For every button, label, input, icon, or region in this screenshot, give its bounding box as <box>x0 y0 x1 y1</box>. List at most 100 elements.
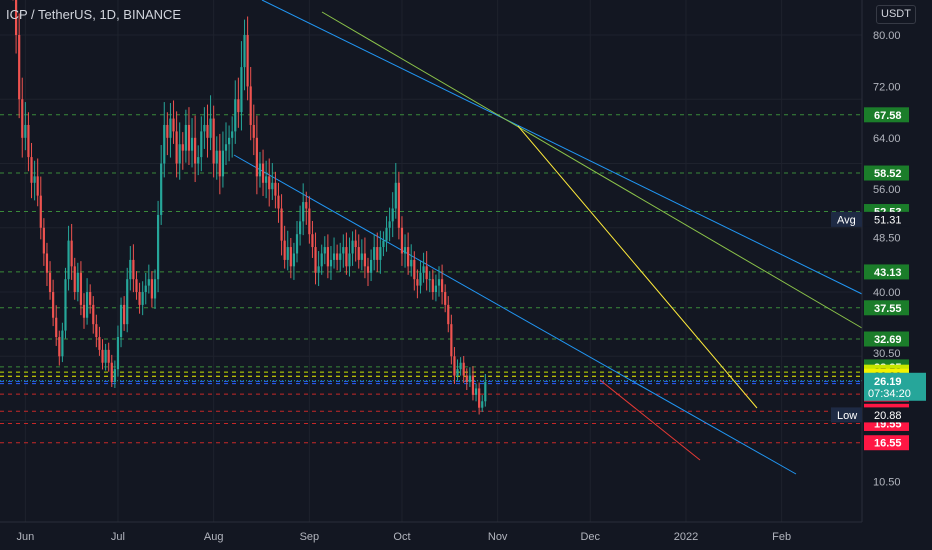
stat-badge <box>864 211 909 227</box>
candle-body <box>326 247 329 267</box>
candle-body <box>391 208 394 222</box>
candle-body <box>348 253 351 267</box>
currency-button[interactable]: USDT <box>876 5 916 24</box>
countdown-label: 07:34:20 <box>868 388 911 400</box>
candle-body <box>144 285 147 293</box>
candle-body <box>163 124 166 164</box>
candle-body <box>403 247 407 254</box>
candle-body <box>187 124 191 151</box>
candle-body <box>283 240 286 260</box>
candle-body <box>156 214 160 280</box>
y-tick-label: 72.00 <box>873 81 901 93</box>
candle-body <box>147 279 150 286</box>
candle-body <box>141 292 144 305</box>
candle-body <box>138 292 141 305</box>
chart-title: ICP / TetherUS, 1D, BINANCE <box>6 7 182 22</box>
candle-body <box>373 247 376 260</box>
level-badge <box>864 331 909 347</box>
candle-body <box>48 272 52 293</box>
candle-body <box>298 221 302 235</box>
candle-body <box>292 253 296 267</box>
y-tick-label: 30.50 <box>873 348 901 360</box>
time-axis-bg <box>0 522 932 550</box>
candle-body <box>323 247 326 254</box>
x-tick-label: Aug <box>204 531 224 543</box>
candle-body <box>243 35 246 68</box>
candle-body <box>478 388 481 408</box>
candle-body <box>329 259 333 267</box>
level-badge-label: 32.69 <box>874 334 902 346</box>
candle-body <box>194 137 197 164</box>
candle-body <box>351 240 354 254</box>
candle-body <box>286 247 289 260</box>
candle-body <box>104 349 107 363</box>
candle-body <box>271 182 274 190</box>
candle-body <box>116 337 120 370</box>
candle-body <box>450 324 453 357</box>
candle-body <box>153 279 157 299</box>
trendline-upper-blue <box>261 0 863 295</box>
candle-body <box>434 285 438 293</box>
candle-body <box>160 163 163 215</box>
stat-tag <box>831 407 862 423</box>
candle-body <box>428 279 431 281</box>
candle-body <box>332 253 336 260</box>
candle-body <box>178 144 181 164</box>
candle-body <box>126 279 129 325</box>
candle-body <box>376 247 379 260</box>
current-price-label: 26.19 <box>874 376 902 388</box>
candle-body <box>215 150 218 164</box>
candle-body <box>474 388 478 395</box>
candle-body <box>55 317 58 338</box>
candle-body <box>150 279 154 299</box>
candle-body <box>101 349 104 363</box>
candle-body <box>61 330 64 357</box>
current-price-badge <box>864 372 926 401</box>
y-tick-label: 48.50 <box>873 232 901 244</box>
candle-body <box>484 382 487 402</box>
candle-body <box>132 259 135 280</box>
candle-body <box>175 131 178 164</box>
candle-body <box>431 279 434 293</box>
candle-body <box>305 202 308 209</box>
level-badge <box>864 300 909 316</box>
candle-body <box>218 150 221 177</box>
candle-body <box>268 176 271 190</box>
candle-body <box>369 259 373 273</box>
candle-body <box>407 247 410 267</box>
stat-tag <box>831 211 862 227</box>
trendline-lower-blue <box>233 154 797 475</box>
candle-body <box>212 118 215 164</box>
candle-body <box>385 227 388 241</box>
candle-body <box>410 259 413 267</box>
candle-body <box>92 304 95 325</box>
candle-body <box>379 247 382 260</box>
stat-badge-value: 20.88 <box>874 410 902 422</box>
candle-body <box>45 253 49 273</box>
candle-body <box>317 266 320 273</box>
y-tick-label: 80.00 <box>873 30 901 42</box>
candle-body <box>85 292 89 318</box>
candle-body <box>89 292 92 305</box>
candle-body <box>221 150 225 177</box>
candle-body <box>240 67 243 113</box>
candle-body <box>27 124 30 158</box>
candle-body <box>52 292 55 318</box>
candle-body <box>416 279 419 286</box>
candle-body <box>82 304 86 318</box>
candle-body <box>314 247 317 273</box>
x-tick-label: Oct <box>393 531 410 543</box>
candle-body <box>39 195 42 228</box>
candle-body <box>320 253 323 267</box>
trendline-yellow <box>517 125 758 409</box>
candle-body <box>366 266 370 273</box>
level-badge-label: 43.13 <box>874 267 902 279</box>
candle-body <box>456 369 459 376</box>
candle-body <box>79 272 83 305</box>
level-badge-label: 16.55 <box>874 438 902 450</box>
candle-body <box>246 35 249 87</box>
y-tick-label: 56.00 <box>873 184 901 196</box>
candle-body <box>453 356 456 376</box>
